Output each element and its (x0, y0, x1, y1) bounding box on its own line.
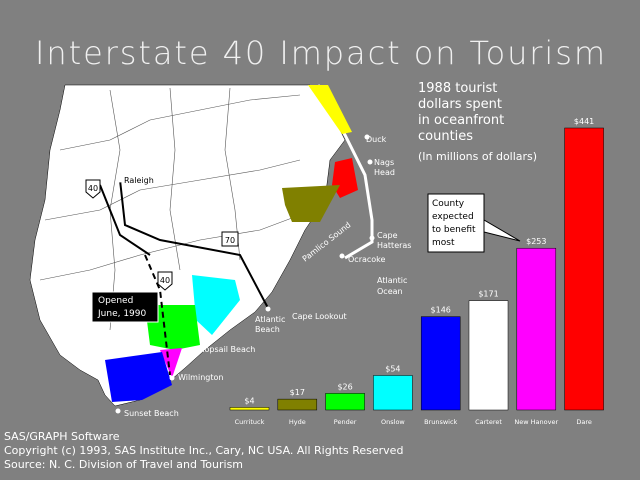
map-label: Cape (377, 231, 398, 240)
value-label: $4 (244, 396, 254, 405)
callout-line: expected (432, 212, 474, 222)
chart-title: Interstate 40 Impact on Tourism (35, 34, 605, 72)
bar (516, 247, 557, 411)
county-onslow (192, 275, 240, 335)
subtitle-line: (In millions of dollars) (418, 150, 537, 163)
map-label: Atlantic (255, 315, 285, 324)
shields (85, 179, 239, 291)
shield-label: 40 (160, 276, 170, 285)
highway (119, 179, 269, 309)
opened-pointer (129, 261, 149, 293)
callout-pointer (483, 219, 521, 242)
x-tick-label: Currituck (235, 418, 265, 426)
county-new-hanover (160, 348, 182, 378)
opened-label: June, 1990 (97, 309, 146, 319)
map-label: Wilmington (178, 373, 223, 382)
map-label: Sunset Beach (124, 409, 179, 418)
county-hyde (282, 185, 340, 222)
map-label: Head (374, 168, 395, 177)
bars: $4 Currituck $17 Hyde $26 Pender $54 Onslow $146… (229, 117, 604, 426)
footer-line: Source: N. C. Division of Travel and Tou… (4, 458, 243, 471)
footer-line: Copyright (c) 1993, SAS Institute Inc., … (4, 444, 403, 457)
x-tick-label: Dare (576, 418, 592, 426)
value-label: $17 (290, 388, 305, 397)
value-label: $253 (526, 237, 546, 246)
footer-line: SAS/GRAPH Software (4, 430, 120, 443)
subtitle-line: dollars spent (418, 97, 502, 112)
shield-label: 70 (225, 236, 235, 245)
value-label: $146 (431, 306, 451, 315)
value-label: $26 (337, 382, 352, 391)
county-currituck (308, 85, 352, 134)
map-label: Nags (374, 158, 394, 167)
bar (277, 398, 318, 411)
callout-line: to benefit (432, 225, 476, 235)
map-label: Atlantic (377, 276, 407, 285)
map-label: Raleigh (124, 176, 154, 185)
callout-line: most (432, 238, 455, 248)
subtitle: 1988 tourist dollars spent in oceanfront… (418, 81, 537, 163)
county-dare (332, 158, 358, 198)
callout: County expected to benefit most (427, 193, 521, 253)
map: 40 70 40 Raleigh Duck Nags Head Cape Hat… (29, 84, 411, 418)
x-tick-label: Hyde (289, 418, 306, 426)
bar (229, 407, 270, 411)
i40-extension (144, 254, 171, 376)
map-label: Ocean (377, 287, 403, 296)
opened-box (91, 291, 159, 323)
x-tick-label: Pender (334, 418, 357, 426)
subtitle-line: in oceanfront (418, 113, 504, 128)
x-tick-label: Onslow (381, 418, 405, 426)
value-label: $171 (478, 290, 498, 299)
county-brunswick (105, 352, 172, 402)
map-label: Cape Lookout (292, 312, 347, 321)
x-tick-label: Brunswick (424, 418, 457, 426)
bar (468, 300, 509, 411)
highway (99, 184, 151, 256)
bar (373, 375, 413, 411)
map-label: Topsail Beach (200, 345, 255, 354)
map-label: Duck (366, 135, 387, 144)
bar (325, 393, 365, 411)
value-label: $54 (385, 364, 400, 373)
county-pender (145, 305, 200, 350)
map-label: Beach (255, 325, 280, 334)
x-tick-label: New Hanover (514, 418, 558, 426)
callout-line: County (432, 199, 465, 209)
map-label: Hatteras (377, 241, 411, 250)
map-label: Ocracoke (348, 255, 386, 264)
shield-label: 40 (88, 184, 98, 193)
value-label: $441 (574, 117, 594, 126)
bar (564, 127, 604, 411)
bar (420, 316, 461, 411)
callout-box (427, 193, 485, 253)
x-tick-label: Carteret (475, 418, 502, 426)
opened-label: Opened (98, 296, 133, 306)
towns (115, 134, 375, 414)
subtitle-line: counties (418, 129, 473, 144)
subtitle-line: 1988 tourist (418, 81, 497, 96)
